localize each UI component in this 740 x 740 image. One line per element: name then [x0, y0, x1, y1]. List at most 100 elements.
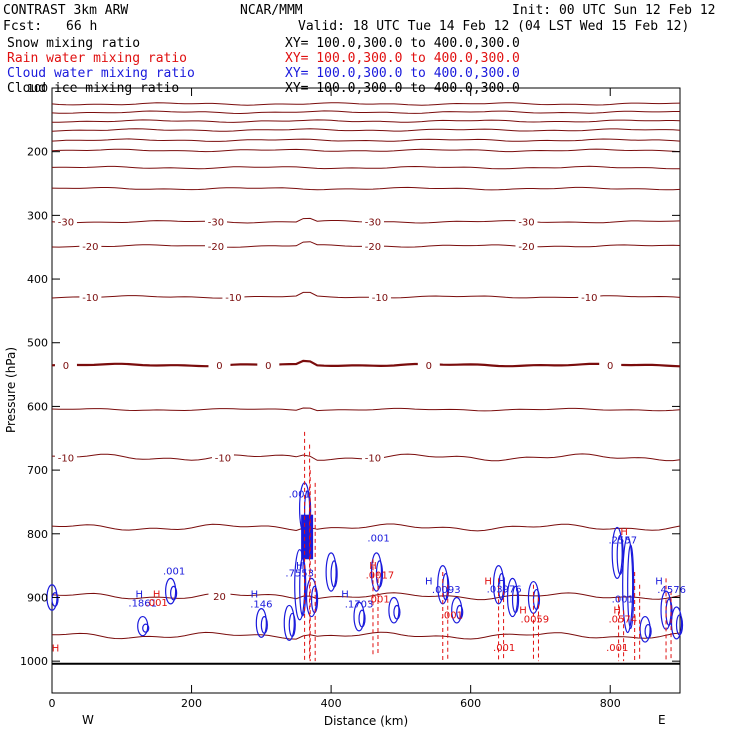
cloud-water-contour	[170, 585, 178, 601]
isotherm-line	[51, 631, 681, 640]
cloud-water-contour	[310, 585, 319, 614]
cloud-water-label: .001	[289, 489, 311, 500]
high-marker: H	[135, 589, 143, 600]
high-marker: H	[484, 577, 492, 588]
isotherm-label: -10	[215, 453, 231, 464]
rain-water-label: .001	[146, 598, 168, 609]
rain-water-label: .001	[606, 643, 628, 654]
rain-water-contours	[304, 431, 672, 662]
isotherm-line	[51, 291, 681, 299]
isotherm-label-bg	[204, 239, 227, 252]
cloud-water-contour	[622, 536, 634, 634]
y-tick-label: 700	[27, 464, 48, 477]
x-axis-label: Distance (km)	[324, 714, 408, 728]
isotherm-line	[51, 359, 681, 368]
isotherm-label: -10	[82, 293, 98, 304]
isotherm-label: 0	[607, 361, 613, 372]
cloud-water-contour	[358, 609, 366, 628]
high-marker: H	[341, 589, 349, 600]
high-marker: H	[296, 561, 304, 572]
cloud-water-contour	[611, 526, 623, 579]
isotherm-label: -10	[581, 293, 597, 304]
cloud-water-label: .1703	[345, 600, 374, 611]
plot-frame	[51, 87, 681, 694]
cloud-water-label: .03976	[487, 584, 522, 595]
cloud-water-contour	[511, 585, 520, 614]
isotherm-label-bg	[79, 290, 102, 303]
isotherm-label: -10	[225, 293, 241, 304]
high-marker: H	[425, 577, 433, 588]
field-rain-name: Rain water mixing ratio	[7, 51, 187, 66]
isotherm-label: -10	[372, 293, 388, 304]
high-marker: H	[620, 527, 628, 538]
cloud-water-contour	[294, 549, 306, 621]
isotherm-label: -20	[208, 242, 224, 253]
field-snow-xy: XY= 100.0,300.0 to 400.0,300.0	[285, 36, 520, 51]
isotherm-label-bg	[54, 451, 77, 464]
isotherm-label-bg	[515, 239, 538, 252]
isotherm-line	[51, 165, 680, 170]
isotherm-label-bg	[222, 290, 245, 303]
cloud-water-label: .146	[250, 600, 272, 611]
cloud-water-label: .1861	[128, 598, 157, 609]
isotherm-label: 0	[63, 361, 69, 372]
cloud-water-label: .0093	[432, 585, 461, 596]
high-marker: H	[498, 577, 506, 588]
y-tick-label: 1000	[20, 655, 48, 668]
rain-water-contour	[309, 470, 316, 662]
isotherm-label-bg	[208, 359, 231, 372]
isotherm-line	[51, 110, 680, 115]
y-tick-label: 100	[27, 82, 48, 95]
isotherm-label: -30	[518, 218, 534, 229]
x-tick-label: 800	[600, 697, 621, 710]
isotherm-line	[51, 138, 681, 142]
isotherm-label: 0	[265, 361, 271, 372]
cloud-water-contour	[330, 560, 338, 588]
rain-water-contour	[372, 559, 379, 655]
high-marker: H	[519, 605, 527, 616]
isotherm-label: -20	[82, 242, 98, 253]
isotherm-label: 20	[213, 592, 226, 603]
cloud-water-label: .2557	[608, 535, 637, 546]
temperature-contours	[51, 102, 681, 665]
cloud-water-label: .7553	[285, 568, 314, 579]
isotherm-label: -30	[365, 218, 381, 229]
rain-water-label: .001	[493, 643, 515, 654]
field-snow-name: Snow mixing ratio	[7, 36, 140, 51]
isotherm-label-bg	[208, 590, 231, 603]
isotherm-label: -30	[58, 218, 74, 229]
rain-water-contour	[304, 431, 311, 662]
rain-water-label: .0574	[608, 614, 637, 625]
isotherm-label: 0	[216, 361, 222, 372]
isotherm-label: 0	[426, 361, 432, 372]
isotherm-label-bg	[361, 239, 384, 252]
isotherm-line	[51, 523, 681, 532]
rain-water-label: .0059	[521, 614, 550, 625]
x-tick-label: 600	[460, 697, 481, 710]
y-axis-label: Pressure (hPa)	[4, 347, 18, 433]
y-tick-label: 300	[27, 209, 48, 222]
rain-water-label: .001	[441, 610, 463, 621]
cloud-water-contour	[288, 612, 296, 638]
isotherm-label-bg	[211, 451, 234, 464]
cloud-water-contour	[388, 596, 400, 624]
cloud-water-contour	[353, 601, 365, 632]
rain-water-contour	[442, 572, 449, 662]
model-title: CONTRAST 3km ARW	[3, 3, 128, 18]
fcst-label: Fcst:	[3, 19, 42, 34]
fcst-value: 66 h	[66, 19, 97, 34]
high-marker: H	[153, 589, 161, 600]
cloud-water-contour	[492, 565, 505, 605]
isotherm-label: -30	[208, 218, 224, 229]
cloud-water-contour	[644, 623, 652, 639]
isotherm-label-bg	[515, 215, 538, 228]
y-tick-label: 600	[27, 400, 48, 413]
rain-water-contour	[498, 578, 505, 662]
rain-water-label: .0017	[366, 570, 395, 581]
isotherm-label: -10	[58, 453, 74, 464]
cloud-water-contour	[370, 552, 383, 592]
isotherm-line	[51, 186, 681, 191]
y-tick-label: 500	[27, 337, 48, 350]
isotherm-label-bg	[361, 215, 384, 228]
x-tick-label: 0	[49, 697, 56, 710]
